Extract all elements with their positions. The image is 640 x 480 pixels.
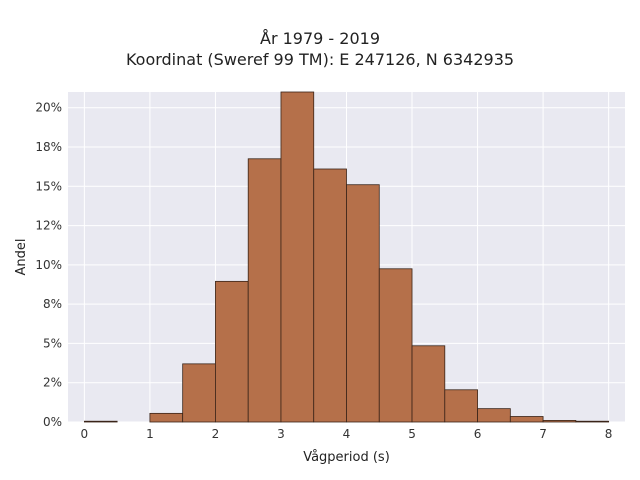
y-tick-label: 18% <box>35 140 62 154</box>
chart-title: År 1979 - 2019 <box>260 29 380 48</box>
bars <box>83 91 610 423</box>
histogram-bar <box>83 420 118 423</box>
histogram-bar <box>378 268 413 423</box>
y-tick-label: 20% <box>35 101 62 115</box>
y-axis-ticks: 0% 2% 5% 8% 10% 12% 15% 18% 20% <box>35 101 62 429</box>
x-tick-label: 2 <box>212 427 220 441</box>
histogram-bar <box>280 91 315 423</box>
x-tick-label: 3 <box>277 427 285 441</box>
histogram-bar <box>575 420 610 423</box>
x-tick-label: 6 <box>474 427 482 441</box>
histogram-bar <box>313 168 347 423</box>
y-axis-label: Andel <box>14 239 29 276</box>
histogram-bar <box>346 184 380 423</box>
y-tick-label: 8% <box>43 297 62 311</box>
histogram-bar <box>477 408 511 423</box>
y-tick-label: 10% <box>35 258 62 272</box>
x-tick-label: 8 <box>605 427 613 441</box>
y-tick-label: 2% <box>43 376 62 390</box>
histogram-bar <box>509 416 544 423</box>
histogram-bar <box>444 389 478 423</box>
x-axis-ticks: 0 1 2 3 4 5 6 7 8 <box>81 427 613 441</box>
chart-subtitle: Koordinat (Sweref 99 TM): E 247126, N 63… <box>125 50 515 69</box>
x-tick-label: 0 <box>81 427 89 441</box>
y-tick-label: 0% <box>43 415 62 429</box>
histogram-bar <box>149 412 184 423</box>
x-axis-label: Vågperiod (s) <box>303 450 390 465</box>
y-tick-label: 12% <box>35 219 62 233</box>
histogram-bar <box>542 420 577 423</box>
histogram-bar <box>182 363 216 423</box>
histogram-bar <box>411 345 446 423</box>
histogram-bar <box>215 280 249 423</box>
x-tick-label: 4 <box>343 427 351 441</box>
histogram-bar <box>247 158 282 423</box>
x-tick-label: 7 <box>539 427 547 441</box>
x-tick-label: 5 <box>408 427 416 441</box>
y-tick-label: 5% <box>43 336 62 350</box>
y-tick-label: 15% <box>35 179 62 193</box>
x-tick-label: 1 <box>146 427 154 441</box>
